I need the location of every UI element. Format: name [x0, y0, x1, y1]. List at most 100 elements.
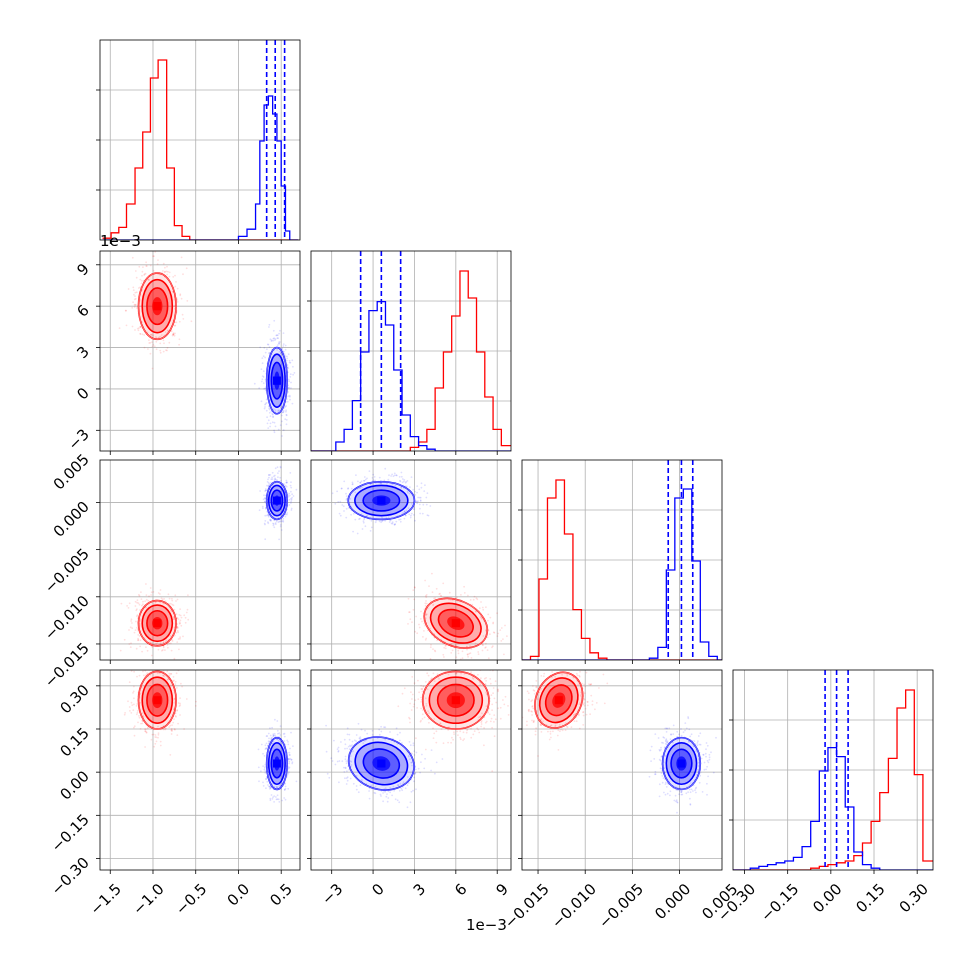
scatter-point [290, 497, 292, 500]
scatter-point [262, 752, 264, 755]
scatter-point [435, 730, 438, 733]
scatter-point [703, 768, 706, 771]
scatter-point [280, 741, 282, 743]
scatter-point [416, 502, 419, 505]
scatter-point [475, 664, 477, 666]
scatter-point [277, 732, 279, 735]
scatter-point [258, 387, 261, 390]
scatter-point [346, 776, 349, 779]
scatter-point [578, 674, 581, 677]
scatter-point [489, 678, 492, 680]
scatter-point [658, 748, 661, 751]
scatter-point [260, 380, 263, 383]
scatter-point [257, 748, 260, 751]
scatter-point [155, 736, 158, 739]
scatter-point [347, 488, 349, 490]
scatter-point [285, 485, 288, 488]
scatter-point [139, 692, 142, 695]
contour-line [544, 684, 573, 717]
scatter-point [128, 706, 131, 708]
scatter-point [418, 496, 421, 499]
scatter-point [141, 274, 143, 277]
scatter-point [427, 718, 430, 720]
scatter-point [412, 705, 415, 708]
x-tick-label: 0.000 [651, 880, 694, 923]
scatter-point [660, 772, 663, 775]
scatter-point [648, 775, 651, 778]
scatter-point [528, 708, 530, 711]
y-tick-label: −0.15 [48, 810, 93, 855]
scatter-point [453, 731, 455, 734]
scatter-point [477, 673, 479, 676]
scatter-point [420, 486, 423, 489]
scatter-point [159, 342, 162, 345]
scatter-point [275, 334, 278, 337]
scatter-point [663, 746, 666, 749]
scatter-point [267, 513, 270, 516]
scatter-point [147, 726, 150, 729]
scatter-point [561, 661, 563, 663]
scatter-point [288, 762, 290, 765]
scatter-point [268, 737, 270, 740]
scatter-point [155, 336, 157, 338]
scatter-point [493, 721, 495, 723]
scatter-point [289, 373, 292, 376]
scatter-point [292, 495, 295, 497]
scatter-point [174, 712, 177, 714]
scatter-point [666, 741, 669, 744]
scatter-point [270, 481, 272, 484]
scatter-point [137, 602, 140, 604]
contour-line [141, 676, 174, 725]
scatter-point [572, 676, 575, 679]
scatter-point [397, 784, 400, 786]
scatter-point [145, 241, 147, 243]
scatter-point [471, 661, 473, 663]
scatter-point [401, 512, 404, 514]
contour-highlight [347, 481, 415, 520]
scatter-point [127, 700, 129, 703]
scatter-point [132, 289, 135, 291]
scatter-point [355, 740, 357, 742]
scatter-point [184, 621, 187, 624]
scatter-point [570, 726, 573, 728]
scatter-point [697, 740, 699, 742]
scatter-point [264, 403, 266, 406]
scatter-point [164, 728, 167, 731]
scatter-point [431, 572, 433, 575]
scatter-point [542, 675, 545, 678]
scatter-point [283, 740, 286, 742]
scatter-point [478, 607, 481, 610]
scatter-point [398, 801, 401, 804]
scatter-point [270, 340, 273, 342]
scatter-point [288, 386, 290, 389]
scatter-point [411, 764, 413, 767]
scatter-point [676, 801, 679, 804]
scatter-point [658, 795, 661, 798]
scatter-point [685, 727, 688, 730]
scatter-point [174, 728, 176, 731]
scatter-point [654, 773, 656, 776]
scatter-point [171, 730, 174, 732]
scatter-point [173, 697, 176, 700]
scatter-point [268, 785, 271, 788]
scatter-point [282, 332, 285, 334]
scatter-point [162, 641, 165, 644]
scatter-point [268, 326, 270, 328]
scatter-point [286, 400, 289, 403]
scatter-point [540, 675, 543, 677]
scatter-point [134, 600, 137, 603]
scatter-point [157, 725, 159, 728]
scatter-point [473, 595, 476, 598]
scatter-point [151, 725, 154, 728]
scatter-point [539, 724, 542, 726]
scatter-point [582, 724, 585, 726]
panel-0-0 [96, 39, 301, 244]
scatter-point [408, 754, 410, 757]
x-tick-label: −1.0 [129, 880, 167, 918]
scatter-point [273, 429, 275, 432]
panel-2-0 [96, 459, 301, 664]
scatter-point [479, 683, 482, 686]
scatter-point [269, 518, 272, 521]
scatter-point [576, 654, 578, 656]
scatter-point [414, 494, 417, 496]
